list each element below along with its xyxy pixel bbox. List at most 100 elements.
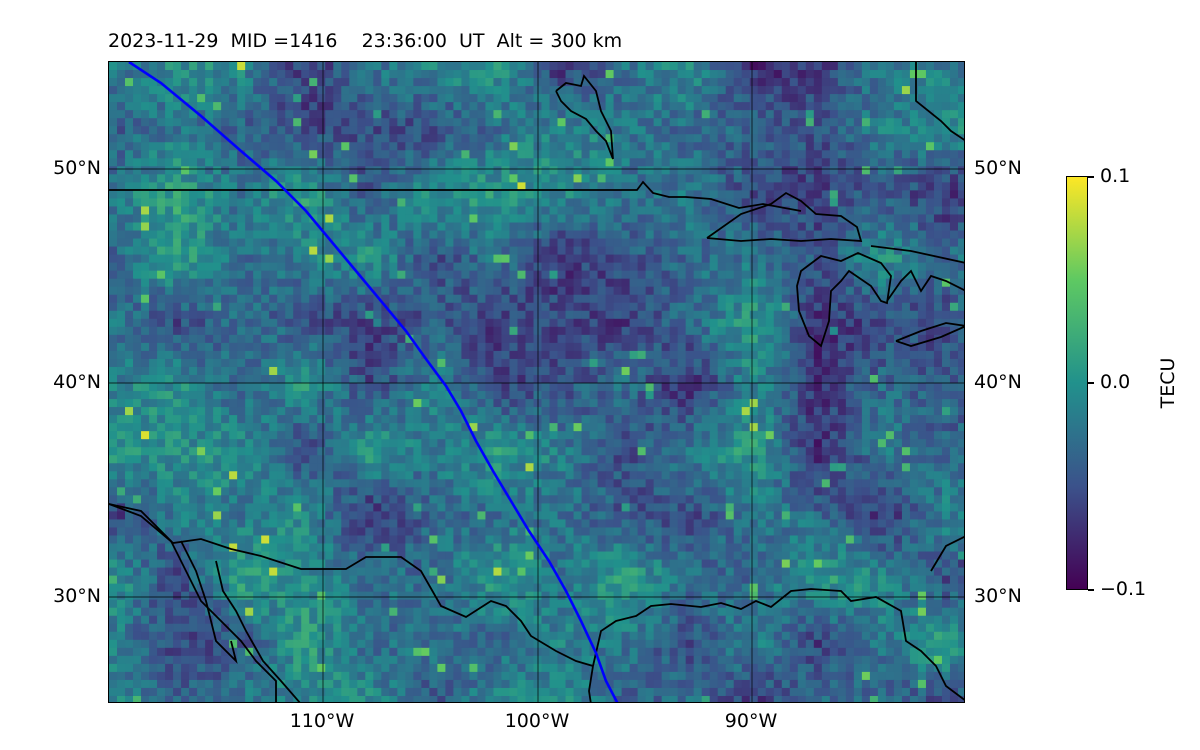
tec-pixel [525,190,535,200]
tec-pixel [117,230,126,240]
tec-pixel [501,206,511,216]
tec-pixel [557,182,567,192]
tec-pixel [109,86,118,95]
tec-pixel [373,86,382,95]
tec-pixel [797,142,807,151]
tec-pixel [125,391,134,400]
tec-pixel [773,118,783,127]
tec-pixel [957,118,964,127]
tec-pixel [893,342,903,352]
tec-pixel [813,134,823,143]
tec-pixel [653,334,663,344]
tec-pixel [957,190,964,200]
tec-pixel [869,190,879,200]
tec-pixel [213,278,222,288]
tec-pixel [181,134,190,143]
tec-pixel [373,182,382,192]
tec-pixel [597,62,607,71]
tec-pixel [213,62,222,71]
tec-pixel [733,366,743,376]
tec-pixel [853,62,863,71]
tec-pixel [685,78,695,87]
tec-pixel [421,342,430,352]
tec-pixel [605,62,615,71]
tec-pixel [461,294,471,304]
tec-pixel [661,399,671,408]
tec-pixel [925,86,935,95]
tec-pixel [213,214,222,224]
tec-pixel [685,230,695,240]
tec-pixel [317,374,326,384]
tec-pixel [557,102,567,111]
tec-pixel [949,294,959,304]
tec-pixel [189,374,198,384]
tec-pixel [797,254,807,264]
tec-pixel [637,238,647,248]
tec-pixel [389,415,398,424]
tec-pixel [597,391,607,400]
tec-pixel [677,294,687,304]
tec-pixel [517,383,527,392]
tec-pixel [685,86,695,95]
tec-pixel [229,94,238,103]
tec-pixel [325,262,334,272]
tec-pixel [565,198,575,208]
tec-pixel [229,150,238,159]
tec-pixel [285,302,294,312]
tec-pixel [109,415,118,424]
tec-pixel [781,415,791,424]
tec-pixel [709,254,719,264]
tec-pixel [165,214,174,224]
tec-pixel [389,246,398,256]
tec-pixel [661,310,671,320]
tec-pixel [613,358,623,368]
tec-pixel [693,166,703,175]
tec-pixel [925,110,935,119]
tec-pixel [869,222,879,232]
tec-pixel [605,142,615,151]
tec-pixel [373,358,382,368]
tec-pixel [357,407,366,416]
tec-pixel [501,358,511,368]
tec-pixel [181,270,190,280]
tec-pixel [725,78,735,87]
tec-pixel [525,174,535,183]
tec-pixel [845,270,855,280]
tec-pixel [709,142,719,151]
tec-pixel [845,214,855,224]
tec-pixel [389,350,398,360]
tec-pixel [821,415,831,424]
tec-pixel [149,118,158,127]
tec-pixel [709,214,719,224]
tec-pixel [557,350,567,360]
tec-pixel [573,182,583,192]
tec-pixel [813,342,823,352]
tec-pixel [781,158,791,167]
tec-pixel [221,358,230,368]
tec-pixel [677,262,687,272]
tec-pixel [829,94,839,103]
tec-pixel [517,407,527,416]
tec-pixel [453,126,463,135]
tec-pixel [285,262,294,272]
tec-pixel [405,62,414,71]
tec-pixel [749,294,759,304]
tec-pixel [901,399,911,408]
tec-pixel [877,358,887,368]
tec-pixel [645,391,655,400]
tec-pixel [213,206,222,216]
tec-pixel [261,222,270,232]
tec-pixel [629,407,639,416]
tec-pixel [925,94,935,103]
tec-pixel [125,374,134,384]
tec-pixel [381,423,390,432]
tec-pixel [829,366,839,376]
tec-pixel [181,142,190,151]
tec-pixel [357,374,366,384]
tec-pixel [837,102,847,111]
tec-pixel [149,238,158,248]
tec-pixel [637,431,647,440]
tec-pixel [877,126,887,135]
tec-pixel [813,423,823,432]
tec-pixel [941,278,951,288]
